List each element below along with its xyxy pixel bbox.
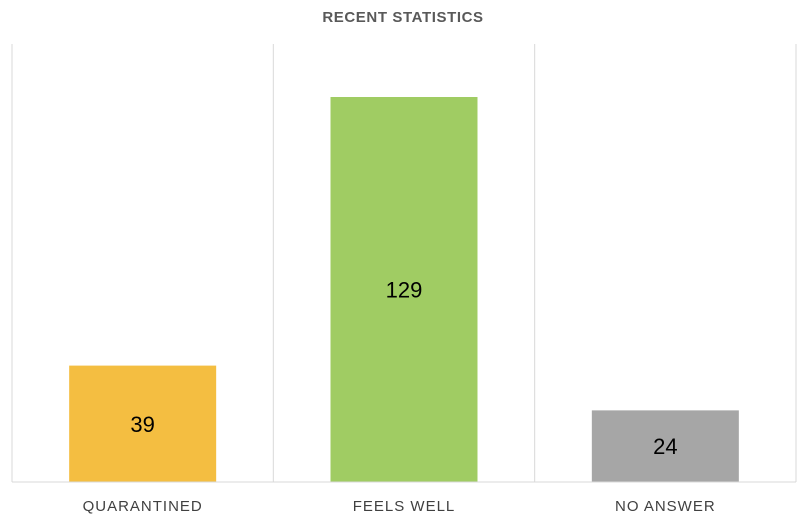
bars-group <box>69 97 739 482</box>
bar-quarantined <box>69 365 217 482</box>
category-dividers <box>11 44 797 482</box>
category-label: QUARANTINED <box>83 498 203 515</box>
bar-feels-well <box>330 97 478 482</box>
category-labels-group: QUARANTINED FEELS WELL NO ANSWER <box>83 498 716 515</box>
category-label: FEELS WELL <box>353 498 456 515</box>
data-label: 24 <box>653 434 677 459</box>
data-labels-group: 39 129 24 <box>130 278 677 460</box>
data-label: 129 <box>386 278 423 303</box>
data-label: 39 <box>130 412 154 437</box>
category-label: NO ANSWER <box>615 498 716 515</box>
chart-title: RECENT STATISTICS <box>322 9 484 26</box>
bar-no-answer <box>591 410 739 482</box>
